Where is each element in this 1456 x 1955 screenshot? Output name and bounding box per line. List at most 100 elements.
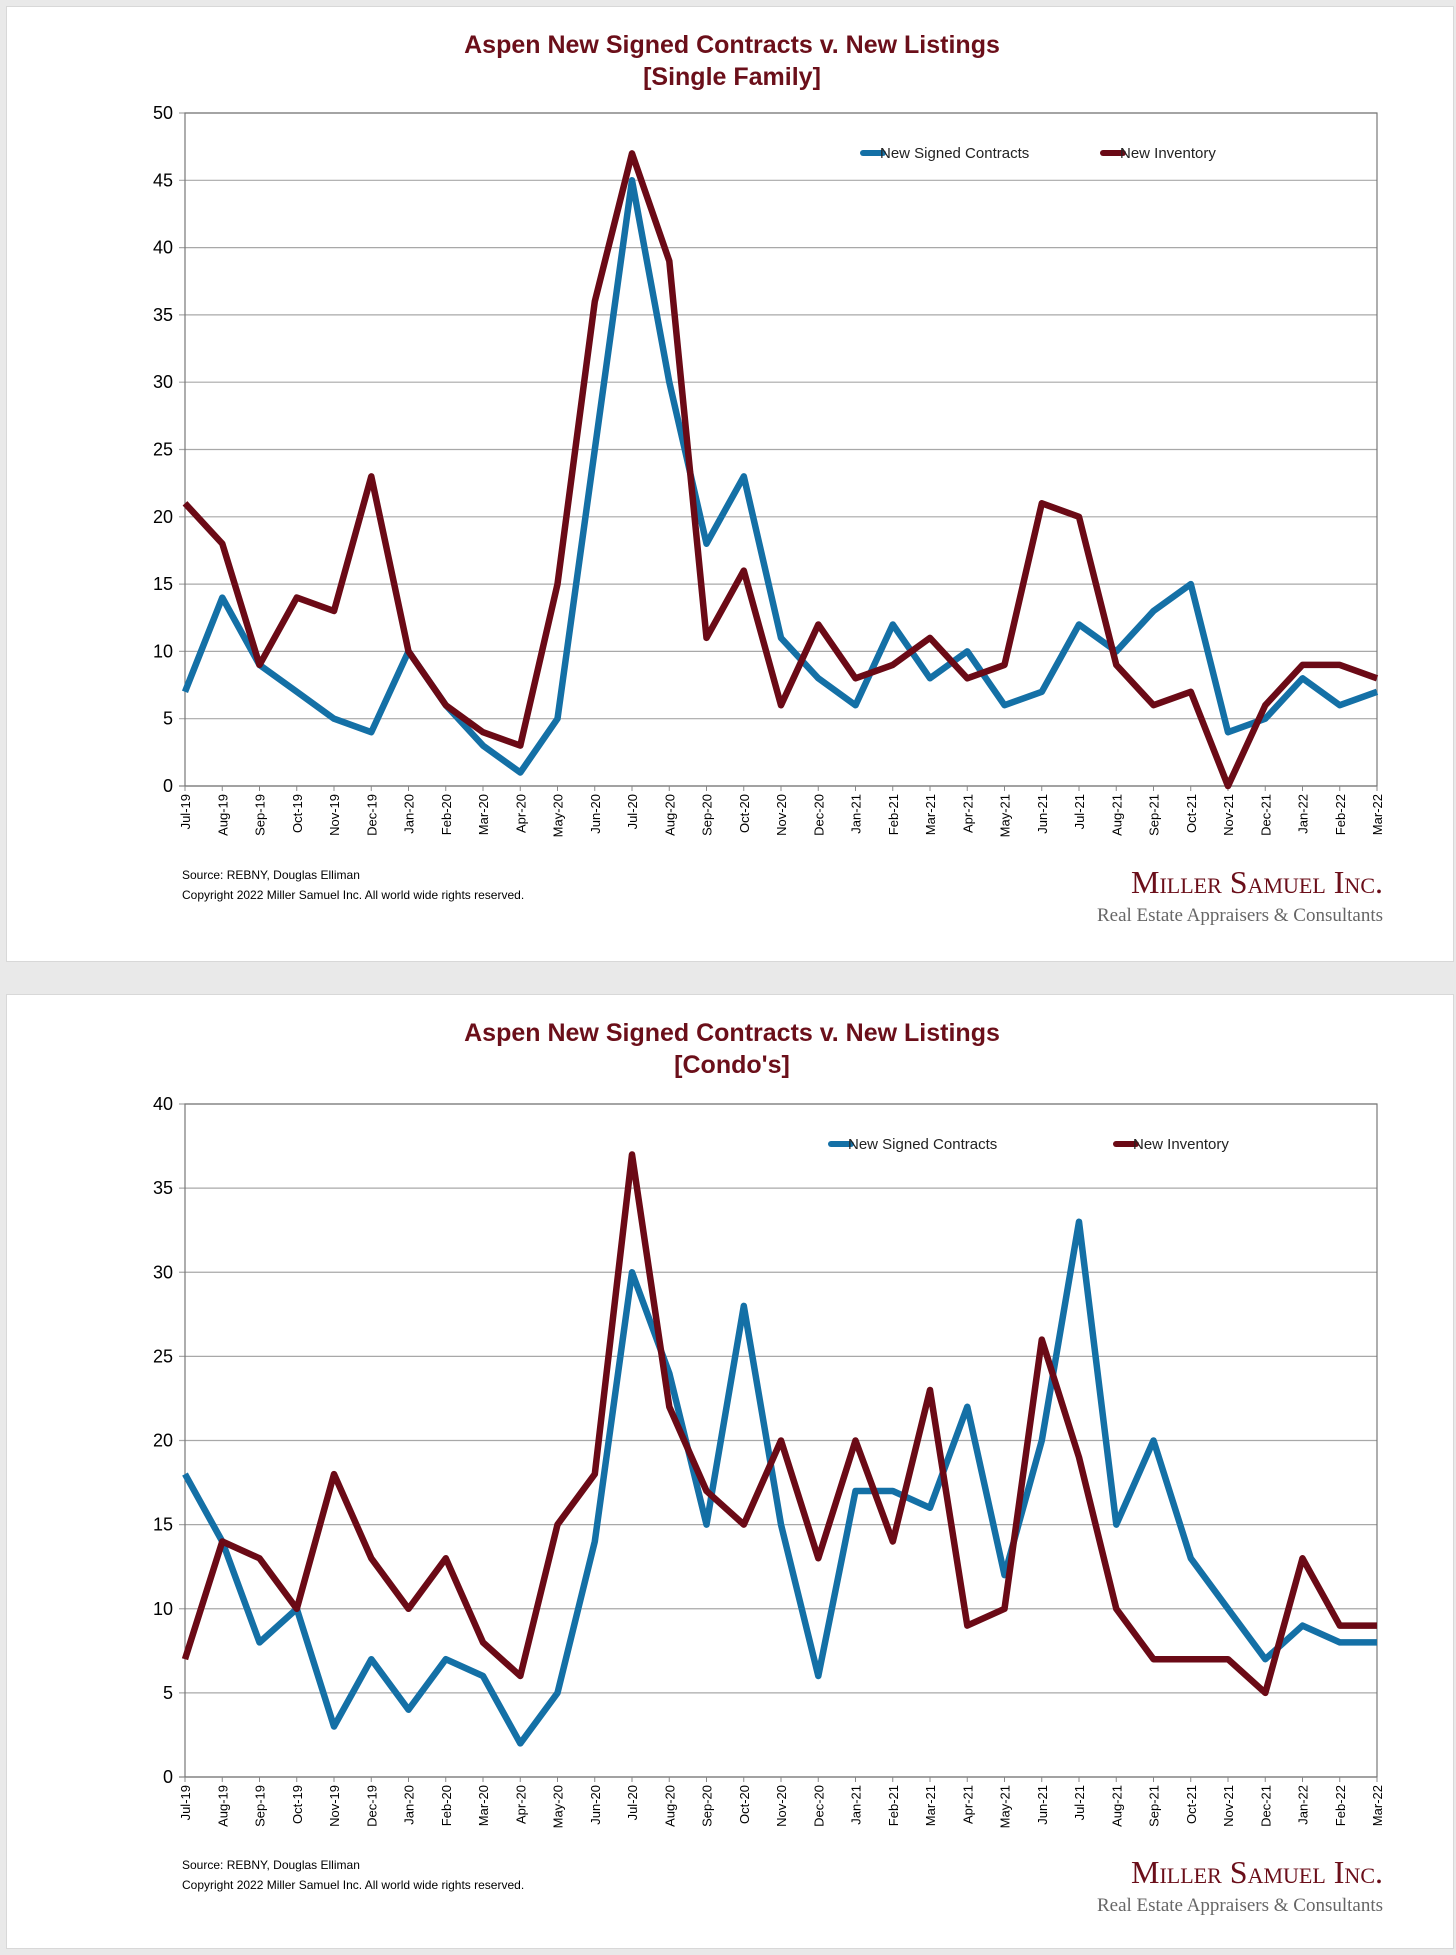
y-tick-label: 20: [153, 1431, 173, 1451]
x-tick-label: Nov-20: [774, 1785, 789, 1827]
x-tick-label: Jan-22: [1296, 1785, 1311, 1825]
y-tick-label: 15: [153, 574, 173, 594]
chart-subtitle: [Single Family]: [643, 63, 821, 91]
condo-chart-panel: Aspen New Signed Contracts v. New Listin…: [6, 994, 1454, 1949]
series-line-new-signed-contracts: [182, 1218, 1377, 1747]
x-tick-label: Feb-20: [439, 1785, 454, 1826]
x-tick-label: Jun-21: [1035, 794, 1050, 834]
x-tick-label: Apr-20: [513, 794, 528, 833]
x-tick-label: Oct-21: [1184, 1785, 1199, 1824]
source-note: Source: REBNY, Douglas Elliman: [182, 1858, 360, 1872]
x-tick-label: Jan-20: [402, 794, 417, 834]
y-tick-label: 10: [153, 1599, 173, 1619]
x-tick-label: Aug-20: [662, 794, 677, 836]
x-tick-label: Jun-20: [588, 794, 603, 834]
x-tick-label: Apr-21: [960, 1785, 975, 1824]
x-tick-label: Jun-21: [1035, 1785, 1050, 1825]
x-tick-label: Oct-19: [290, 1785, 305, 1824]
copyright-note: Copyright 2022 Miller Samuel Inc. All wo…: [182, 888, 524, 902]
source-note: Source: REBNY, Douglas Elliman: [182, 868, 360, 882]
x-tick-label: Dec-19: [364, 794, 379, 836]
y-tick-label: 50: [153, 103, 173, 123]
x-tick-label: Dec-21: [1258, 794, 1273, 836]
x-tick-label: Aug-19: [215, 794, 230, 836]
x-tick-label: Sep-20: [700, 1785, 715, 1827]
x-tick-label: Dec-19: [364, 1785, 379, 1827]
x-tick-label: Jul-19: [178, 1785, 193, 1820]
y-tick-label: 5: [163, 709, 173, 729]
chart-title: Aspen New Signed Contracts v. New Listin…: [464, 31, 1000, 59]
x-tick-label: Mar-20: [476, 794, 491, 835]
x-tick-label: Mar-21: [923, 1785, 938, 1826]
chart-title: Aspen New Signed Contracts v. New Listin…: [464, 1019, 1000, 1047]
legend-label: New Inventory: [1120, 145, 1216, 162]
x-tick-label: Feb-22: [1333, 794, 1348, 835]
line-chart: Aspen New Signed Contracts v. New Listin…: [153, 31, 1385, 926]
x-tick-label: May-20: [551, 1785, 566, 1828]
x-tick-label: Nov-21: [1221, 1785, 1236, 1827]
x-tick-label: Nov-19: [327, 1785, 342, 1827]
x-tick-label: Sep-20: [700, 794, 715, 836]
single-family-chart-panel: Aspen New Signed Contracts v. New Listin…: [6, 6, 1454, 962]
x-tick-label: Jul-21: [1072, 1785, 1087, 1820]
x-tick-label: Oct-19: [290, 794, 305, 833]
x-tick-label: Dec-20: [811, 1785, 826, 1827]
y-tick-label: 25: [153, 440, 173, 460]
y-tick-label: 40: [153, 238, 173, 258]
x-tick-label: Oct-20: [737, 794, 752, 833]
x-tick-label: Jul-21: [1072, 794, 1087, 829]
x-tick-label: Nov-21: [1221, 794, 1236, 836]
x-tick-label: Sep-19: [253, 794, 268, 836]
y-tick-label: 0: [163, 1767, 173, 1787]
series-line-new-signed-contracts: [181, 177, 1379, 776]
x-tick-label: Dec-20: [811, 794, 826, 836]
x-tick-label: Oct-21: [1184, 794, 1199, 833]
x-tick-label: May-21: [998, 1785, 1013, 1828]
y-tick-label: 45: [153, 170, 173, 190]
x-tick-label: Jun-20: [588, 1785, 603, 1825]
x-tick-label: May-21: [998, 794, 1013, 837]
x-tick-label: Sep-19: [253, 1785, 268, 1827]
x-tick-label: Dec-21: [1258, 1785, 1273, 1827]
y-tick-label: 25: [153, 1346, 173, 1366]
x-tick-label: Jan-20: [402, 1785, 417, 1825]
x-tick-label: Jan-22: [1296, 794, 1311, 834]
series-line-new-inventory: [182, 150, 1379, 790]
y-tick-label: 30: [153, 372, 173, 392]
x-tick-label: Jan-21: [849, 1785, 864, 1825]
x-tick-label: Feb-21: [886, 794, 901, 835]
x-tick-label: Feb-20: [439, 794, 454, 835]
copyright-note: Copyright 2022 Miller Samuel Inc. All wo…: [182, 1878, 524, 1892]
x-tick-label: Mar-22: [1370, 794, 1385, 835]
series-line-new-inventory: [181, 1151, 1377, 1697]
x-tick-label: May-20: [551, 794, 566, 837]
y-tick-label: 15: [153, 1515, 173, 1535]
y-tick-label: 35: [153, 1178, 173, 1198]
x-tick-label: Apr-20: [513, 1785, 528, 1824]
x-tick-label: Aug-19: [215, 1785, 230, 1827]
company-tagline: Real Estate Appraisers & Consultants: [1097, 905, 1383, 926]
x-tick-label: Aug-21: [1109, 1785, 1124, 1827]
y-tick-label: 10: [153, 641, 173, 661]
x-tick-label: Mar-20: [476, 1785, 491, 1826]
x-tick-label: Nov-20: [774, 794, 789, 836]
x-tick-label: Aug-21: [1109, 794, 1124, 836]
x-tick-label: Nov-19: [327, 794, 342, 836]
x-tick-label: Sep-21: [1147, 1785, 1162, 1827]
y-tick-label: 30: [153, 1262, 173, 1282]
company-tagline: Real Estate Appraisers & Consultants: [1097, 1895, 1383, 1916]
y-tick-label: 40: [153, 1094, 173, 1114]
y-tick-label: 20: [153, 507, 173, 527]
y-tick-label: 5: [163, 1683, 173, 1703]
legend-label: New Inventory: [1133, 1136, 1229, 1153]
x-tick-label: Jul-20: [625, 794, 640, 829]
x-tick-label: Mar-22: [1370, 1785, 1385, 1826]
x-tick-label: Feb-22: [1333, 1785, 1348, 1826]
legend-label: New Signed Contracts: [848, 1136, 997, 1153]
company-logo: Miller Samuel Inc.: [1131, 864, 1383, 900]
line-chart: Aspen New Signed Contracts v. New Listin…: [153, 1019, 1385, 1916]
x-tick-label: Jul-20: [625, 1785, 640, 1820]
x-tick-label: Aug-20: [662, 1785, 677, 1827]
y-tick-label: 0: [163, 776, 173, 796]
chart-subtitle: [Condo's]: [674, 1051, 790, 1079]
